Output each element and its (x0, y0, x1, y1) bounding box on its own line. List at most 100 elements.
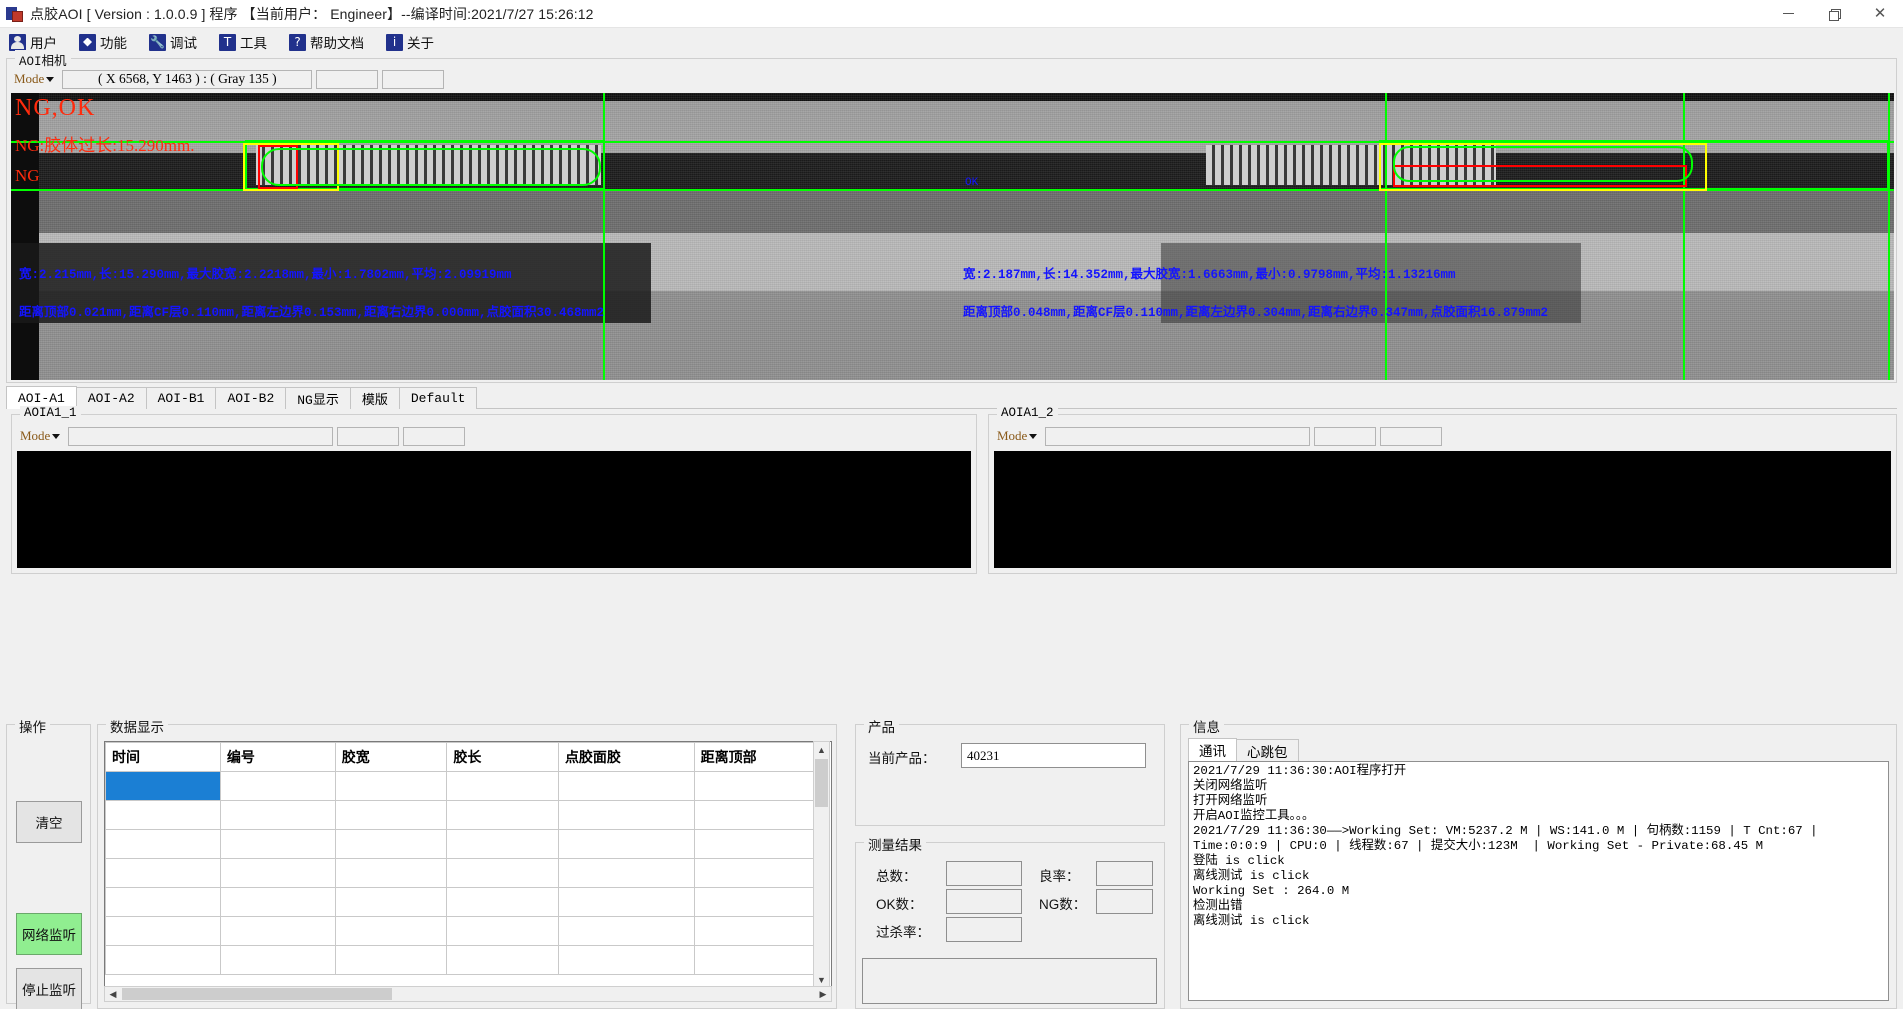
total-count-label: 总数： (876, 869, 917, 884)
toolbar-item-about[interactable]: i 关于 (383, 30, 437, 54)
clear-button[interactable]: 清空 (16, 801, 82, 843)
scroll-thumb-vertical[interactable] (815, 759, 828, 807)
camera-coords-readout: ( X 6568, Y 1463 ) : ( Gray 135 ) (62, 69, 313, 89)
info-log-output[interactable]: 2021/7/29 11:36:30:AOI程序打开 关闭网络监听 打开网络监听… (1188, 761, 1889, 1001)
stop-listen-button[interactable]: 停止监听 (16, 968, 82, 1009)
tab-template[interactable]: 模版 (349, 387, 400, 409)
col-header-dist-top[interactable]: 距离顶部 (693, 742, 816, 772)
cell-glue-area[interactable] (557, 771, 695, 801)
data-table-vertical-scrollbar[interactable]: ▲ ▼ (813, 741, 830, 989)
subpanel-2-image-view[interactable] (994, 451, 1891, 568)
subpanel-1-image-view[interactable] (17, 451, 971, 568)
scroll-thumb-horizontal[interactable] (122, 988, 392, 1000)
scroll-up-icon[interactable]: ▲ (817, 745, 826, 755)
subpanel-2-mode-row: Mode (997, 426, 1446, 446)
tab-aoi-a2[interactable]: AOI-A2 (75, 387, 147, 409)
toolbar-label-function: 功能 (100, 36, 127, 51)
subpanel-1-mode-label[interactable]: Mode (20, 428, 51, 443)
total-count-value (946, 861, 1022, 886)
window-title: 点胶AOI [ Version : 1.0.0.9 ] 程序 【当前用户： En… (30, 5, 594, 22)
toolbar-label-about: 关于 (407, 36, 434, 51)
subpanel-2-mode-label[interactable]: Mode (997, 428, 1028, 443)
ok-count-label: OK数： (876, 897, 923, 912)
scroll-right-icon[interactable]: ▶ (819, 988, 827, 999)
debug-wrench-icon: 🔧 (149, 33, 166, 51)
col-header-glue-width[interactable]: 胶宽 (334, 742, 448, 772)
col-header-number[interactable]: 编号 (219, 742, 336, 772)
overlay-left-measure-line2: 距离顶部0.021mm,距离CF层0.110mm,距离左边界0.153mm,距离… (19, 306, 605, 320)
current-product-input[interactable]: 40231 (961, 743, 1146, 768)
main-toolbar: 用户 功能 🔧 调试 T 工具 ? 帮助文档 i 关于 (0, 28, 1903, 56)
info-group: 信息 通讯 心跳包 2021/7/29 11:36:30:AOI程序打开 关闭网… (1180, 716, 1897, 1009)
camera-mode-row: Mode ( X 6568, Y 1463 ) : ( Gray 135 ) (14, 69, 448, 89)
toolbar-label-help: 帮助文档 (310, 36, 364, 51)
table-row[interactable] (105, 945, 816, 975)
camera-image-view[interactable]: NG,OK NG:胶体过长:15.290mm. NG OK 宽:2.215mm,… (11, 93, 1894, 380)
col-header-glue-area[interactable]: 点胶面胶 (557, 742, 695, 772)
table-header-row: 时间 编号 胶宽 胶长 点胶面胶 距离顶部 (105, 742, 816, 772)
maximize-button[interactable] (1811, 0, 1857, 28)
chevron-down-icon[interactable] (52, 433, 61, 439)
yield-rate-label: 良率： (1039, 869, 1080, 884)
subpanel-1-mode-row: Mode (20, 426, 469, 446)
col-header-time[interactable]: 时间 (105, 742, 221, 772)
subpanel-aoia1-1: AOIA1_1 Mode (11, 406, 977, 574)
cell-number[interactable] (219, 771, 336, 801)
subpanel-1-field-1 (68, 426, 334, 446)
subpanel-2-legend: AOIA1_2 (997, 406, 1058, 420)
scroll-left-icon[interactable]: ◀ (109, 988, 117, 999)
measurement-detail-box (862, 958, 1157, 1004)
toolbar-item-help[interactable]: ? 帮助文档 (286, 30, 367, 54)
measurement-legend: 测量结果 (864, 834, 926, 854)
cell-glue-length[interactable] (446, 771, 559, 801)
info-tab-heartbeat[interactable]: 心跳包 (1236, 739, 1299, 761)
tabstrip-divider (6, 408, 1897, 409)
table-row[interactable] (105, 829, 816, 859)
camera-mode-label[interactable]: Mode (14, 71, 45, 86)
subpanel-1-field-3 (403, 426, 466, 446)
overlay-ng-short: NG (15, 166, 40, 185)
current-product-label: 当前产品： (868, 751, 936, 766)
tab-aoi-a1[interactable]: AOI-A1 (6, 386, 77, 409)
overlay-ok-marker: OK (965, 177, 979, 189)
overkill-rate-value (946, 917, 1022, 942)
table-row[interactable] (105, 887, 816, 917)
toolbar-item-user[interactable]: 用户 (6, 30, 60, 54)
network-listen-button[interactable]: 网络监听 (16, 913, 82, 955)
minimize-button[interactable] (1765, 0, 1811, 28)
table-row[interactable] (105, 916, 816, 946)
info-legend: 信息 (1189, 716, 1224, 736)
view-tabstrip: AOI-A1 AOI-A2 AOI-B1 AOI-B2 NG显示 模版 Defa… (6, 386, 478, 409)
close-button[interactable]: ✕ (1873, 4, 1887, 22)
table-row[interactable] (105, 771, 816, 801)
table-row[interactable] (105, 800, 816, 830)
col-header-glue-length[interactable]: 胶长 (446, 742, 559, 772)
subpanel-2-field-1 (1045, 426, 1311, 446)
cell-time[interactable] (105, 771, 221, 801)
aoi-camera-group: AOI相机 Mode ( X 6568, Y 1463 ) : ( Gray 1… (6, 50, 1897, 383)
cell-glue-width[interactable] (334, 771, 448, 801)
operation-group: 操作 清空 网络监听 停止监听 (6, 716, 91, 1009)
data-table-horizontal-scrollbar[interactable]: ◀ ▶ (104, 986, 832, 1002)
info-tabstrip: 通讯 心跳包 (1188, 738, 1299, 761)
ng-count-value (1096, 889, 1153, 914)
table-row[interactable] (105, 858, 816, 888)
data-display-legend: 数据显示 (106, 716, 168, 736)
data-table-container[interactable]: 时间 编号 胶宽 胶长 点胶面胶 距离顶部 (104, 741, 832, 989)
cell-dist-top[interactable] (693, 771, 816, 801)
toolbar-label-debug: 调试 (170, 36, 197, 51)
tab-aoi-b2[interactable]: AOI-B2 (215, 387, 287, 409)
scroll-down-icon[interactable]: ▼ (817, 975, 826, 985)
toolbar-label-user: 用户 (30, 36, 57, 51)
tab-default[interactable]: Default (398, 387, 478, 409)
overlay-right-measure-line2: 距离顶部0.048mm,距离CF层0.110mm,距离左边界0.304mm,距离… (963, 306, 1549, 320)
tab-aoi-b1[interactable]: AOI-B1 (145, 387, 217, 409)
toolbar-item-function[interactable]: 功能 (76, 30, 130, 54)
chevron-down-icon[interactable] (1029, 433, 1038, 439)
tab-ng-display[interactable]: NG显示 (285, 387, 351, 409)
toolbar-item-tools[interactable]: T 工具 (216, 30, 270, 54)
chevron-down-icon[interactable] (46, 76, 55, 82)
info-tab-communication[interactable]: 通讯 (1188, 738, 1237, 761)
camera-field-2 (316, 69, 379, 89)
toolbar-item-debug[interactable]: 🔧 调试 (146, 30, 200, 54)
